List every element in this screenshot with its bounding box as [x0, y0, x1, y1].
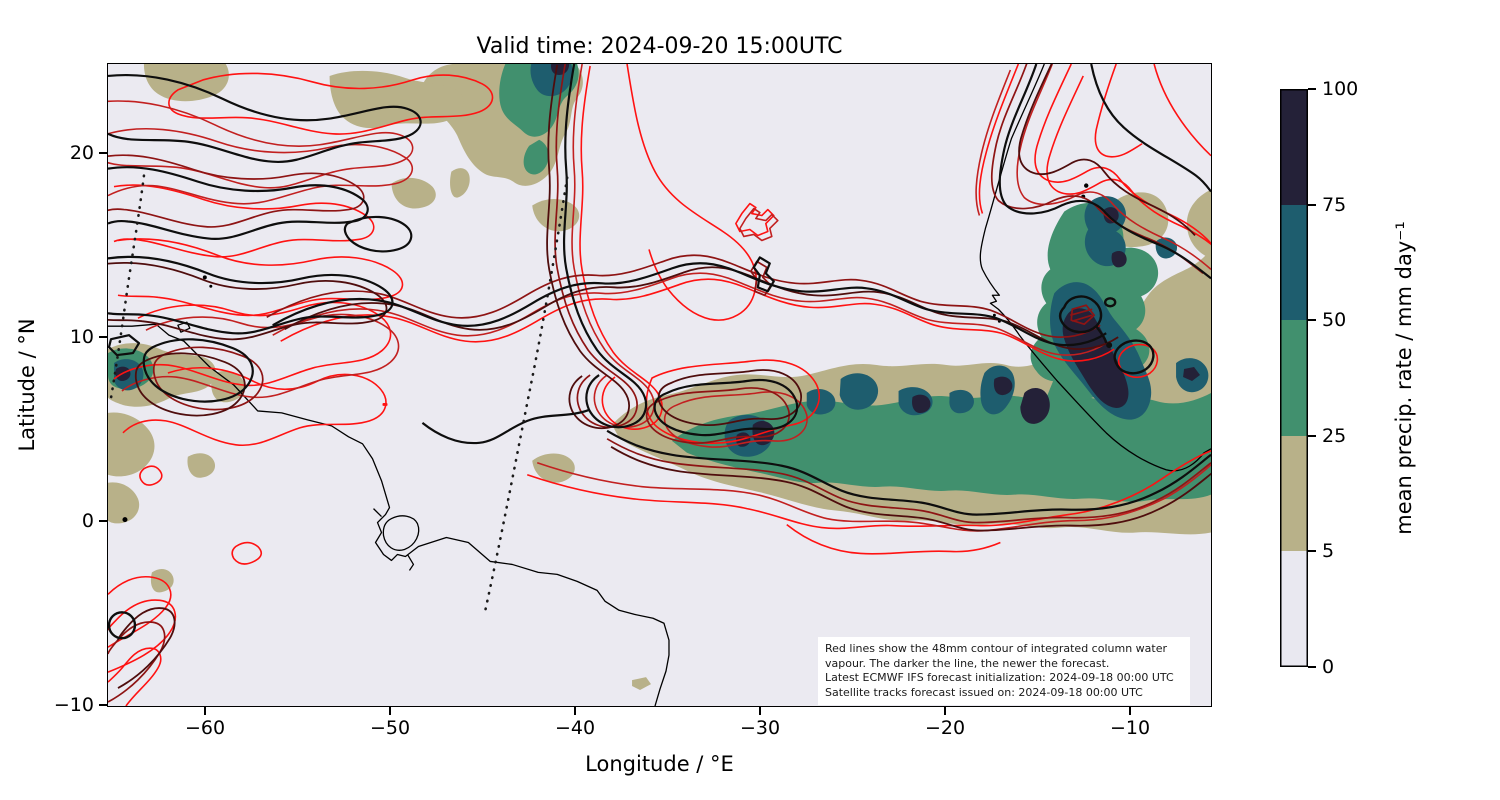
colorbar-tick-mark [1308, 435, 1316, 437]
colorbar-tick-mark [1308, 204, 1316, 206]
colorbar-segment-25-50 [1280, 320, 1308, 436]
colorbar [1280, 89, 1308, 667]
satellite-track-central [484, 176, 569, 612]
plot-title: Valid time: 2024-09-20 15:00UTC [476, 34, 843, 59]
map-svg [108, 64, 1211, 706]
y-tick-label: 0 [81, 510, 94, 532]
colorbar-tick-mark [1308, 319, 1316, 321]
iwv-contours-newest-black [108, 64, 1211, 516]
colorbar-tick-label: 75 [1322, 194, 1347, 216]
y-tick-label: 20 [69, 142, 94, 164]
colorbar-segment-75-100 [1280, 89, 1308, 205]
colorbar-tick-mark [1308, 550, 1316, 552]
x-tick-label: −40 [554, 717, 596, 739]
iwv-contours-mid-red [108, 64, 1211, 532]
colorbar-segment-50-75 [1280, 205, 1308, 320]
annotation-line: Latest ECMWF IFS forecast initialization… [825, 671, 1174, 684]
x-tick-label: −10 [1109, 717, 1151, 739]
y-tick-label: 10 [69, 326, 94, 348]
y-tick-mark [99, 336, 107, 338]
satellite-track-west [109, 174, 146, 400]
x-tick-label: −20 [924, 717, 966, 739]
colorbar-label: mean precip. rate / mm day⁻¹ [1392, 221, 1416, 535]
y-tick-mark [99, 152, 107, 154]
colorbar-tick-mark [1308, 88, 1316, 90]
x-tick-mark [389, 707, 391, 715]
x-tick-mark [759, 707, 761, 715]
storm-circle-marker [108, 611, 137, 640]
satellite-tracks [109, 174, 569, 612]
colorbar-tick-label: 25 [1322, 425, 1347, 447]
x-tick-mark [574, 707, 576, 715]
annotation-line: Satellite tracks forecast issued on: 202… [825, 685, 1143, 699]
annotation-line: vapour. The darker the line, the newer t… [825, 656, 1110, 670]
x-tick-mark [204, 707, 206, 715]
x-axis-label: Longitude / °E [585, 752, 734, 776]
x-tick-mark [1129, 707, 1131, 715]
x-tick-label: −60 [184, 717, 226, 739]
colorbar-tick-label: 100 [1322, 78, 1359, 100]
annotation-box: Red lines show the 48mm contour of integ… [818, 637, 1190, 705]
vortex-markers [108, 295, 1155, 640]
x-tick-label: −50 [369, 717, 411, 739]
colorbar-tick-label: 5 [1322, 540, 1335, 562]
x-tick-label: −30 [739, 717, 781, 739]
y-axis-label: Latitude / °N [15, 318, 39, 452]
colorbar-tick-label: 50 [1322, 309, 1347, 331]
colorbar-tick-label: 0 [1322, 656, 1335, 678]
colorbar-tick-mark [1308, 666, 1316, 668]
colorbar-segment-5-25 [1280, 436, 1308, 551]
coastlines [108, 64, 1211, 706]
y-tick-label: −10 [53, 694, 94, 716]
y-tick-mark [99, 704, 107, 706]
plot-area [107, 63, 1212, 707]
x-tick-mark [944, 707, 946, 715]
colorbar-segment-0-5 [1280, 551, 1308, 667]
y-tick-mark [99, 520, 107, 522]
iwv-contours-maroon [108, 64, 1211, 703]
annotation-line: Red lines show the 48mm contour of integ… [825, 642, 1167, 655]
